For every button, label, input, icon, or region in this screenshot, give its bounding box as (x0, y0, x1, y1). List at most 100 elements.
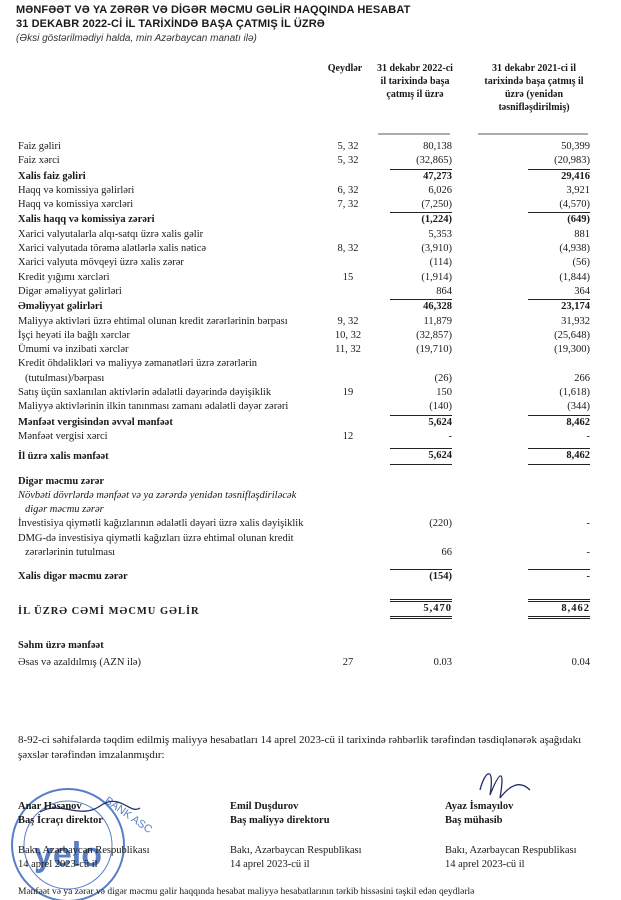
current-cell: (140) (379, 400, 452, 414)
signatory-name: Emil Duşdurov (230, 801, 299, 812)
signatory: Ayaz İsmayılov Baş mühasib Bakı, Azərbayca… (445, 800, 577, 872)
prior-value: 8,462 (528, 598, 590, 619)
subtitle: (Əksi göstərilmədiyi halda, min Azərbayc… (16, 33, 257, 44)
current-value: 864 (436, 285, 452, 297)
prior-value: - (586, 430, 591, 442)
table-row: Xalis haqq və komissiya zərəri (1,224) (64… (18, 212, 598, 227)
table-row: Faiz xərci 5, 32 (32,865) (20,983) (18, 154, 598, 168)
row-label: Kredit yığımı xərcləri (18, 271, 110, 283)
note: 12 (342, 430, 354, 442)
note: 8, 32 (337, 243, 359, 255)
prior-cell: (4,938) (452, 242, 590, 256)
row-label: Digər məcmu zərər (18, 475, 105, 487)
column-header: Qeydlər (327, 63, 363, 74)
current-value: (154) (390, 569, 452, 584)
title: 31 DEKABR 2022-Cİ İL TARİXİNDƏ BAŞA ÇATM… (16, 18, 325, 30)
note: 19 (342, 387, 354, 399)
signature (39, 800, 141, 813)
current-value: 47,273 (390, 168, 452, 184)
current-cell: 0.03 (379, 656, 452, 670)
note-cell: 7, 32 (317, 198, 379, 212)
table-row: Maliyyə aktivləri üzrə ehtimal olunan kr… (18, 315, 598, 329)
current-cell: 5,470 (379, 598, 452, 619)
prior-cell: 23,174 (452, 299, 590, 314)
current-value: 5,624 (390, 414, 452, 430)
current-value: 5,470 (390, 598, 452, 619)
row-label: İL ÜZRƏ CƏMİ MƏCMU GƏLİR (18, 605, 200, 617)
prior-value: - (528, 569, 590, 584)
current-cell: (114) (379, 256, 452, 270)
prior-cell: 364 (452, 285, 590, 299)
prior-cell: 8,462 (452, 448, 590, 465)
prior-cell: 29,416 (452, 168, 590, 184)
signatory-place: Bakı, Azərbaycan Respublikası (18, 845, 150, 856)
signatory-name: Anar Həsənov (18, 801, 82, 812)
current-cell: (19,710) (379, 343, 452, 357)
note: 27 (342, 657, 354, 669)
prior-cell: (344) (452, 400, 590, 414)
prior-value: - (586, 518, 591, 530)
table-row: İşçi heyəti ilə bağlı xərclər 10, 32 (32,8… (18, 329, 598, 343)
note-cell: 5, 32 (317, 140, 379, 154)
prior-cell: 31,932 (452, 315, 590, 329)
table-row: İnvestisiya qiymətli kağızlarının ədalət… (18, 517, 598, 531)
prior-value: (20,983) (554, 155, 590, 167)
prior-value: (4,570) (559, 199, 590, 211)
table-row: Əsas və azaldılmış (AZN ilə) 27 0.03 0.04 (18, 656, 598, 670)
note: 6, 32 (337, 184, 359, 196)
prior-cell: (1,844) (452, 271, 590, 285)
current-cell: 150 (379, 386, 452, 400)
prior-value: (56) (572, 257, 591, 269)
current-cell: (1,224) (379, 212, 452, 227)
current-cell: (220) (379, 517, 452, 531)
current-cell: 46,328 (379, 299, 452, 314)
row-label: DMG-də investisiya qiymətli kağızları üz… (18, 532, 294, 559)
prior-value: (4,938) (559, 243, 590, 255)
signatory-position: Baş mühasib (445, 815, 503, 826)
row-label: Xarici valyutada törəmə alətlərlə xalis … (18, 243, 207, 255)
prior-cell: (20,983) (452, 154, 590, 168)
note-cell: 11, 32 (317, 343, 379, 357)
note-cell: 8, 32 (317, 242, 379, 256)
prior-cell: (649) (452, 212, 590, 227)
prior-value: 50,399 (561, 141, 590, 152)
prior-value: (25,648) (554, 329, 590, 341)
note: 9, 32 (337, 315, 359, 327)
prior-value: (344) (567, 401, 590, 413)
current-cell: (154) (379, 569, 452, 584)
row-label: Xalis faiz gəliri (18, 170, 86, 182)
note: 10, 32 (334, 329, 362, 341)
current-cell: (26) (379, 372, 453, 386)
current-value: 5,353 (428, 228, 452, 240)
row-label: Ümumi və inzibati xərclər (18, 344, 129, 356)
column-header: 31 dekabr 2022-ci il tarixində başa çatm… (377, 63, 453, 100)
prior-cell: 3,921 (452, 184, 590, 198)
prior-cell: 8,462 (452, 598, 590, 619)
signatory-position: Baş İcraçı direktor (18, 815, 103, 826)
statement-table: Faiz gəliri 5, 32 80,138 50,399 Faiz xərci 5,… (18, 140, 598, 671)
row-label: Mənfəət vergisi xərci (18, 430, 108, 442)
row-label: Haqq və komissiya xərcləri (18, 199, 134, 211)
row-label: Kredit öhdəlikləri və maliyyə zəmanətlər… (18, 358, 258, 384)
signatory-place: Bakı, Azərbaycan Respublikası (230, 845, 362, 856)
row-label: Haqq və komissiya gəlirləri (18, 184, 135, 196)
current-cell: (32,857) (379, 329, 452, 343)
prior-value: 29,416 (528, 168, 590, 184)
current-cell: 5,624 (379, 414, 452, 430)
current-cell: 5,624 (379, 448, 452, 465)
note-cell: 5, 32 (317, 154, 379, 168)
table-row: Faiz gəliri 5, 32 80,138 50,399 (18, 140, 598, 154)
current-cell: 5,353 (379, 228, 452, 242)
prior-value: 266 (574, 372, 590, 384)
current-cell: 6,026 (379, 184, 452, 198)
prior-value: (1,844) (559, 271, 590, 283)
note-cell: 27 (317, 656, 379, 670)
prior-value: 0.04 (571, 657, 590, 669)
prior-cell: 8,462 (452, 414, 590, 430)
current-value: (1,224) (390, 212, 452, 227)
row-label: Növbəti dövrlərdə mənfəət və ya zərərdə … (18, 489, 297, 516)
current-cell: (1,914) (379, 271, 452, 285)
current-value: 80,138 (423, 141, 452, 152)
prior-cell: - (452, 569, 590, 584)
note: 7, 32 (337, 199, 359, 211)
